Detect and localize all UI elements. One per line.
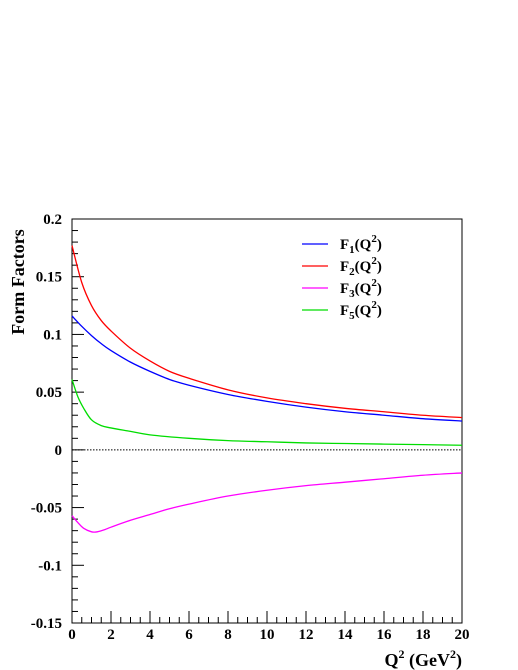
x-axis-title: Q2 (GeV2) [385,647,463,670]
y-tick-label: -0.1 [38,558,62,574]
y-axis-ticks: -0.15 -0.1 -0.05 0 0.05 0.1 0.15 0.2 [31,212,84,632]
y-tick-label: 0 [55,443,63,459]
plot-frame [71,218,463,624]
y-axis-title: Form Factors [8,229,28,334]
y-tick-label: 0.15 [36,270,62,286]
x-axis-title-var: Q [385,650,399,670]
legend-entry-label: F2(Q2) [340,255,382,278]
x-axis-title-unit-sup: 2 [450,647,456,661]
series-line-f5 [71,379,463,446]
y-tick-label: -0.15 [31,616,62,632]
series-line-f1 [71,315,463,422]
x-axis-title-unit: (GeV [405,650,450,670]
legend-entry-label: F1(Q2) [340,233,382,256]
x-tick-label: 4 [146,627,154,643]
y-tick-label: 0.1 [43,327,62,343]
x-tick-label: 2 [107,627,115,643]
legend-entry-label: F3(Q2) [340,277,382,300]
x-tick-label: 16 [377,627,393,643]
x-tick-label: 20 [455,627,470,643]
x-tick-label: 14 [338,627,354,643]
y-tick-label: -0.05 [31,501,62,517]
y-tick-label: 0.2 [43,212,62,228]
series-line-f2 [71,245,463,419]
x-tick-label: 0 [68,627,76,643]
x-tick-label: 8 [224,627,232,643]
x-axis-ticks: 0 2 4 6 8 10 12 14 16 18 20 [68,611,470,643]
legend-entry-label: F5(Q2) [340,299,382,322]
x-tick-label: 18 [416,627,431,643]
x-tick-label: 10 [260,627,275,643]
series-line-f3 [71,472,463,533]
x-axis-title-close: ) [456,650,462,670]
y-tick-label: 0.05 [36,385,62,401]
x-tick-label: 12 [299,627,314,643]
series-lines [71,245,463,533]
x-axis-title-var-sup: 2 [399,647,405,661]
x-tick-label: 6 [185,627,193,643]
legend: F1(Q2)F2(Q2)F3(Q2)F5(Q2) [302,233,382,322]
